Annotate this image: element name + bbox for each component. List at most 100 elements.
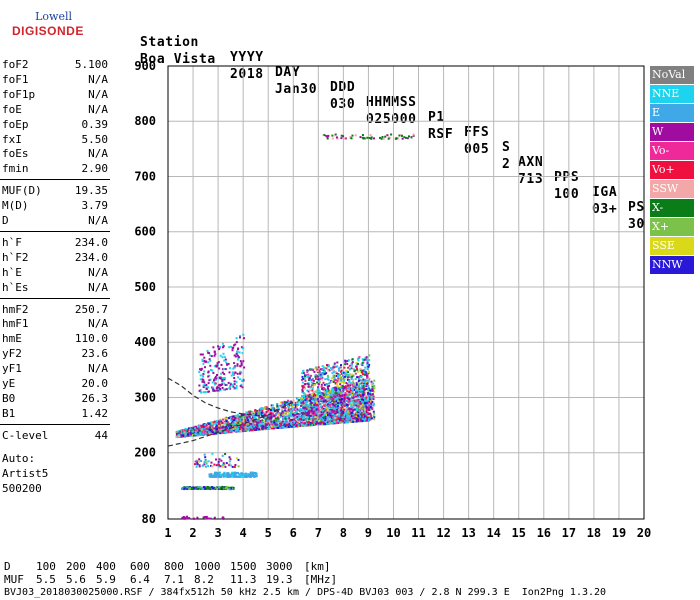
echo-point (364, 408, 366, 411)
echo-point (232, 371, 234, 374)
echo-point (303, 414, 306, 417)
header-values-row: Boa Vista 2018 Jan30 030 025000 RSF 005 … (140, 37, 644, 232)
echo-point (216, 430, 219, 433)
echo-point (284, 411, 287, 414)
parameter-row: h`Es N/A (2, 281, 110, 296)
echo-point (231, 428, 234, 431)
echo-point (210, 355, 213, 358)
echo-point (294, 421, 297, 424)
echo-point (323, 366, 325, 369)
echo-point (287, 410, 289, 413)
echo-point (263, 411, 266, 414)
echo-point (344, 413, 346, 416)
echo-point (317, 383, 320, 386)
echo-point (296, 414, 299, 417)
echo-point (345, 405, 348, 408)
echo-point (250, 426, 253, 429)
echo-point (337, 416, 340, 419)
echo-point (281, 403, 284, 406)
echo-point (234, 387, 237, 390)
echo-point (323, 397, 326, 400)
echo-point (327, 403, 330, 406)
echo-point (341, 386, 344, 389)
parameter-row: yE 20.0 (2, 377, 110, 392)
echo-point (332, 394, 335, 397)
echo-point (211, 424, 213, 427)
echo-point (218, 424, 220, 427)
echo-point (305, 402, 308, 405)
echo-point (235, 352, 238, 355)
echo-point (358, 375, 361, 378)
echo-point (240, 363, 243, 366)
echo-point (371, 388, 374, 391)
echo-point (284, 417, 287, 420)
parameter-row: foF2 5.100 (2, 58, 110, 73)
echo-point (333, 415, 336, 418)
echo-point (337, 374, 340, 377)
echo-point (290, 410, 293, 413)
echo-point (258, 428, 261, 431)
echo-point (339, 402, 342, 404)
echo-point (361, 387, 364, 390)
echo-point (314, 374, 317, 377)
parameter-value: N/A (88, 265, 108, 279)
echo-point (307, 398, 310, 400)
echo-point (336, 382, 339, 385)
echo-point (308, 375, 310, 378)
echo-point (312, 382, 315, 385)
echo-point (196, 429, 199, 432)
echo-point (213, 365, 216, 368)
echo-point (327, 416, 330, 419)
echo-point (366, 362, 369, 365)
echo-point (276, 403, 279, 405)
parameter-name: h`F (2, 235, 22, 249)
echo-point (291, 418, 294, 421)
echo-point (306, 397, 309, 400)
echo-point (355, 365, 358, 368)
echo-point (310, 414, 313, 417)
echo-point (204, 366, 206, 369)
echo-point (252, 415, 255, 418)
echo-point (223, 382, 226, 385)
echo-point (360, 363, 363, 366)
parameter-value: 5.100 (74, 58, 108, 71)
echo-point (348, 373, 351, 376)
echo-point (310, 368, 313, 371)
echo-point (319, 368, 322, 371)
echo-point (327, 369, 330, 372)
echo-point (209, 378, 212, 381)
echo-point (284, 401, 287, 404)
echo-point (330, 394, 333, 397)
echo-point (293, 414, 296, 417)
echo-point (180, 430, 183, 433)
echo-point (212, 423, 215, 426)
echo-point (227, 430, 230, 433)
echo-point (317, 420, 320, 423)
echo-point (278, 408, 281, 411)
echo-point (296, 417, 299, 420)
echo-point (335, 372, 338, 375)
echo-point (206, 349, 209, 352)
echo-point (358, 402, 361, 404)
echo-point (366, 374, 368, 377)
echo-point (245, 422, 248, 425)
echo-point (357, 382, 360, 385)
echo-point (236, 354, 239, 357)
parameter-value: 44 (94, 428, 108, 442)
echo-point (359, 402, 362, 405)
echo-point (306, 369, 309, 372)
echo-point (242, 419, 245, 422)
echo-point (238, 415, 241, 418)
echo-point (347, 359, 350, 362)
echo-point (369, 412, 371, 415)
echo-point (204, 431, 207, 434)
echo-point (223, 388, 226, 391)
echo-point (239, 365, 242, 368)
echo-point (244, 426, 247, 429)
echo-point (334, 365, 337, 368)
echo-point (235, 384, 238, 387)
echo-point (302, 416, 305, 419)
echo-point (283, 423, 286, 426)
echo-point (361, 420, 364, 422)
echo-point (330, 398, 333, 400)
